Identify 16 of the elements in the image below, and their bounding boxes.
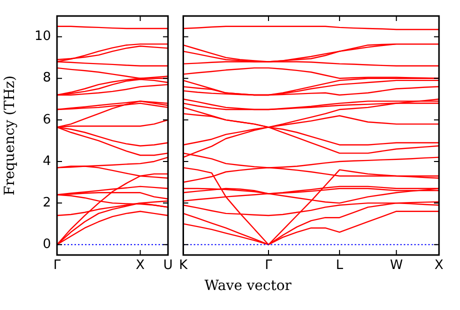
y-tick-label: 6 xyxy=(42,112,51,128)
y-axis-title: Frequency (THz) xyxy=(2,75,18,196)
y-tick-label: 8 xyxy=(42,70,51,86)
x-tick-label: Γ xyxy=(264,258,273,274)
y-tick-label: 4 xyxy=(42,154,51,169)
x-axis-title: Wave vector xyxy=(204,278,292,294)
x-tick-label: W xyxy=(390,258,403,274)
x-tick-label: L xyxy=(336,258,344,274)
y-tick-label: 0 xyxy=(42,236,51,252)
x-tick-label: X xyxy=(434,258,444,274)
x-tick-label: K xyxy=(178,258,188,274)
x-tick-label: X xyxy=(136,258,145,274)
x-tick-label: U xyxy=(163,258,173,274)
x-tick-label: Γ xyxy=(53,258,62,274)
y-tick-label: 2 xyxy=(42,195,51,210)
y-tick-label: 10 xyxy=(34,29,51,44)
